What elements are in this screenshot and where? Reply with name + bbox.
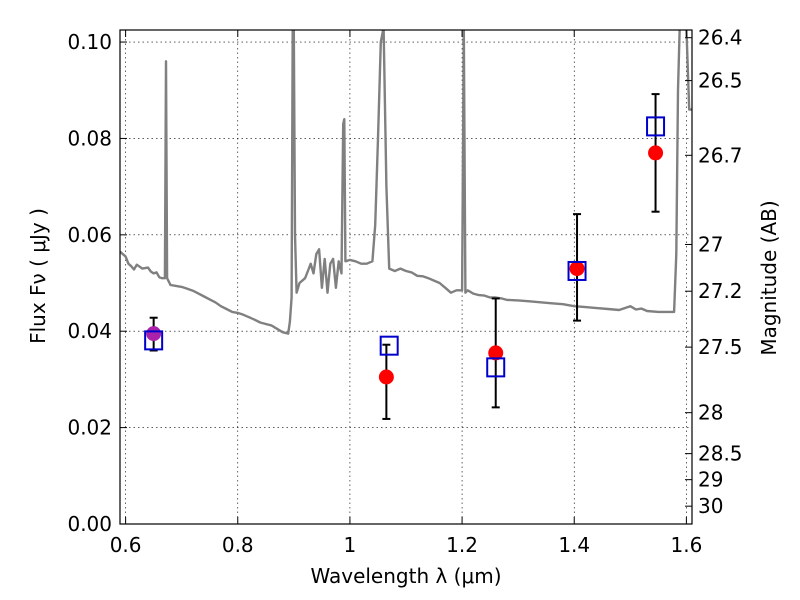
y-tick-label: 0.04 [67,319,112,343]
y2-tick-label: 28.5 [698,442,743,466]
plot-frame [119,29,693,525]
y2-tick-label: 29 [698,468,723,492]
photometry-points [146,145,664,385]
observed-point [146,326,162,342]
y-tick-label: 0.06 [67,223,112,247]
x-tick-label: 1.4 [558,533,590,557]
y2-tick-label: 26.4 [698,26,743,50]
synthetic-photometry-squares [144,116,666,378]
x-tick-label: 0.8 [222,533,254,557]
x-axis-label: Wavelength λ (μm) [310,564,501,588]
y-tick-label: 0.08 [67,126,112,150]
observed-point [378,369,394,385]
grid-lines [120,30,692,525]
model-spectrum-line [120,30,692,335]
error-bars [149,93,660,420]
x-tick-label: 1.6 [670,533,702,557]
synthetic-square [379,335,399,356]
observed-point [569,261,585,277]
y2-tick-label: 28 [698,401,723,425]
y-axis-label: Flux Fν ( μJy ) [26,208,50,344]
y2-tick-label: 26.5 [698,69,743,93]
axis-ticks: 0.6 0.8 1 1.2 1.4 1.6 0.00 0.02 0.04 0.06 0.08 0.10… [67,26,742,557]
x-tick-label: 0.6 [110,533,142,557]
y2-tick-label: 27 [698,232,723,256]
synthetic-square [567,260,587,281]
x-tick-label: 1.2 [446,533,478,557]
right-axis-label: Magnitude (AB) [757,200,781,355]
y-tick-label: 0.02 [67,416,112,440]
observed-point [648,145,664,161]
synthetic-square [144,330,164,351]
y2-tick-label: 27.5 [698,335,743,359]
synthetic-square [646,116,666,137]
y2-tick-label: 30 [698,494,723,518]
x-tick-label: 1 [344,533,357,557]
y-tick-label: 0.10 [67,30,112,54]
synthetic-square [486,357,506,378]
observed-point [488,345,504,361]
model-spectrum [120,30,692,335]
y2-tick-label: 26.7 [698,143,743,167]
y2-tick-label: 27.2 [698,279,743,303]
y-tick-label: 0.00 [67,512,112,536]
